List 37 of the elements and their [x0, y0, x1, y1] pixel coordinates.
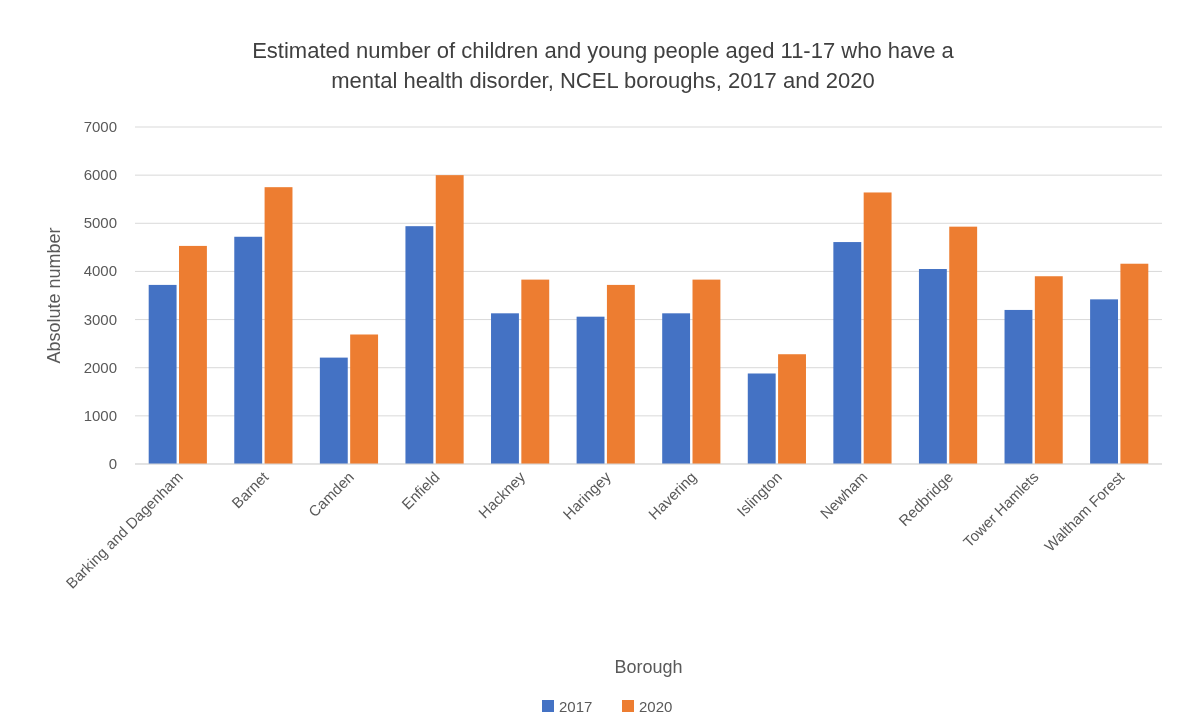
bar	[863, 192, 892, 464]
bar	[1090, 299, 1118, 464]
bar	[264, 187, 293, 464]
bar	[606, 284, 635, 464]
y-tick-label: 7000	[83, 118, 117, 135]
bar	[692, 279, 721, 464]
bar	[319, 357, 348, 464]
bar	[778, 354, 806, 464]
bar	[576, 316, 605, 464]
y-tick-label: 0	[108, 455, 117, 472]
bar	[435, 175, 464, 464]
bar	[148, 284, 177, 464]
bar	[491, 313, 519, 464]
y-tick-label: 1000	[83, 406, 117, 424]
bar	[350, 334, 379, 464]
bar	[833, 242, 862, 464]
y-tick-label: 4000	[83, 262, 117, 280]
bar	[179, 245, 207, 464]
bar	[747, 373, 776, 464]
bar	[234, 236, 263, 464]
legend-label: 2020	[639, 698, 673, 715]
bar	[949, 226, 978, 464]
bar	[521, 279, 550, 464]
y-tick-label: 2000	[83, 358, 117, 376]
bar	[662, 313, 691, 464]
y-tick-label: 3000	[83, 310, 117, 328]
bar	[1004, 309, 1033, 464]
bar	[405, 226, 434, 464]
y-tick-label: 5000	[83, 214, 117, 232]
chart-title: Estimated number of children and young people aged 11-17 who have a mental health disorder, NCEL boroughs, 2017 and 2020	[252, 38, 955, 93]
y-tick-label: 6000	[83, 166, 117, 184]
bar	[1034, 276, 1063, 464]
legend-label: 2017	[559, 698, 593, 715]
bar	[918, 269, 947, 464]
bar	[1120, 263, 1149, 464]
x-axis-title: Borough	[614, 657, 683, 677]
y-axis-title: Absolute number	[44, 227, 64, 364]
